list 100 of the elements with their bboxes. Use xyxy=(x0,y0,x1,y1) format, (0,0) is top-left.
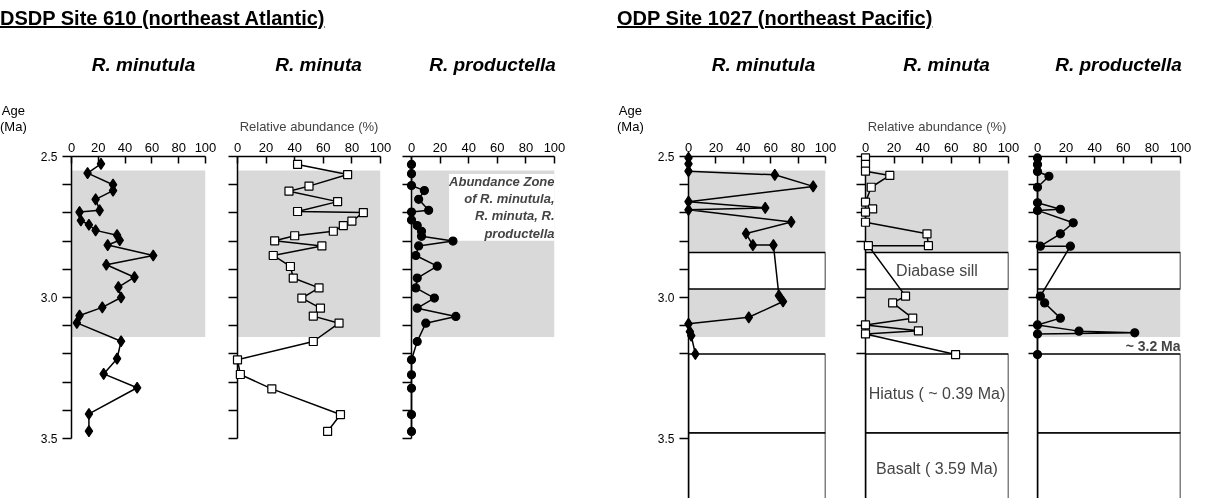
point xyxy=(358,208,368,218)
y-axis-title: Age (Ma) xyxy=(0,103,27,135)
point xyxy=(406,207,417,217)
point xyxy=(232,355,243,365)
point xyxy=(308,311,318,321)
chart-title: R. minuta xyxy=(902,53,991,77)
point xyxy=(860,329,871,339)
chart-title: R. productella xyxy=(428,53,557,77)
point xyxy=(406,159,417,169)
point xyxy=(741,227,751,240)
point xyxy=(116,291,126,304)
point xyxy=(1055,204,1065,214)
point xyxy=(115,234,125,247)
point xyxy=(406,426,417,437)
x-tick-label: 40 xyxy=(1087,139,1102,155)
point xyxy=(406,180,417,191)
point xyxy=(270,236,280,246)
band-label: Diabase sill xyxy=(896,262,978,280)
point xyxy=(328,226,338,236)
y-tick-label: 3.0 xyxy=(657,291,675,306)
x-tick-label: 20 xyxy=(432,139,448,155)
x-tick-label: 40 xyxy=(736,139,751,155)
x-tick-label: 0 xyxy=(1033,139,1042,155)
band-label: Hiatus ( ~ 0.39 Ma) xyxy=(868,384,1006,402)
point xyxy=(414,194,424,204)
x-tick-label: 40 xyxy=(287,139,302,155)
point xyxy=(748,238,758,252)
point xyxy=(1032,182,1043,192)
x-tick-label: 60 xyxy=(944,139,959,155)
point xyxy=(774,289,784,302)
point xyxy=(451,311,461,321)
point xyxy=(285,261,296,272)
x-tick-label: 20 xyxy=(91,139,106,155)
x-tick-label: 100 xyxy=(194,139,217,155)
point xyxy=(76,214,86,227)
x-tick-label: 40 xyxy=(117,139,133,155)
point xyxy=(448,236,458,246)
chart-title: R. minutula xyxy=(710,53,817,77)
point xyxy=(338,220,348,231)
point xyxy=(315,303,326,313)
point xyxy=(778,295,788,308)
point xyxy=(744,311,754,324)
point xyxy=(116,335,126,348)
point xyxy=(1065,241,1075,251)
point xyxy=(412,303,422,313)
point xyxy=(1035,291,1045,301)
x-tick-label: 100 xyxy=(814,139,837,155)
y-tick-label: 2.5 xyxy=(657,150,675,164)
point xyxy=(885,170,895,180)
point xyxy=(922,229,932,239)
point xyxy=(292,159,303,169)
point xyxy=(421,318,431,328)
point xyxy=(860,207,871,217)
point xyxy=(1130,328,1140,338)
y-tick-label: 3.5 xyxy=(40,432,58,446)
x-tick-label: 60 xyxy=(1116,139,1131,155)
point xyxy=(424,205,434,215)
x-tick-label: 100 xyxy=(369,139,392,155)
x-tick-label: 0 xyxy=(407,139,416,155)
point xyxy=(314,283,324,293)
point xyxy=(786,215,796,229)
point xyxy=(432,261,442,271)
point xyxy=(72,316,82,329)
point xyxy=(322,426,333,437)
point xyxy=(406,409,417,420)
point xyxy=(1035,241,1045,251)
point xyxy=(1074,326,1084,336)
point xyxy=(860,320,871,330)
x-tick-label: 20 xyxy=(886,139,902,155)
point xyxy=(808,180,818,193)
point xyxy=(308,336,318,347)
x-tick-label: 20 xyxy=(708,139,724,155)
x-tick-label: 60 xyxy=(144,139,160,155)
x-tick-label: 20 xyxy=(1058,139,1074,155)
point xyxy=(1040,298,1050,308)
band-label: Abundance Zone of R. minutula, R. minuta, R. productella xyxy=(448,173,555,241)
x-tick-label: 0 xyxy=(684,139,693,155)
point xyxy=(148,249,158,262)
point xyxy=(868,204,878,214)
point xyxy=(406,383,417,393)
point xyxy=(333,197,343,207)
point xyxy=(347,216,357,226)
x-tick-label: 80 xyxy=(972,139,988,155)
y-axis-title: Age (Ma) xyxy=(617,103,644,135)
point xyxy=(84,425,94,438)
point xyxy=(1032,205,1043,215)
point xyxy=(304,181,314,191)
x-tick-label: 80 xyxy=(171,139,186,155)
point xyxy=(406,355,417,365)
point xyxy=(335,409,346,420)
point xyxy=(112,352,122,365)
point xyxy=(235,369,245,380)
point xyxy=(860,217,871,227)
text: DSDP Site 610 (northeast Atlantic) xyxy=(0,6,325,30)
point xyxy=(343,169,353,180)
point xyxy=(406,169,417,179)
x-tick-label: 0 xyxy=(67,139,76,155)
x-tick-label: 60 xyxy=(763,139,778,155)
chart-title: R. minuta xyxy=(274,53,363,77)
x-tick-label: 0 xyxy=(861,139,870,155)
